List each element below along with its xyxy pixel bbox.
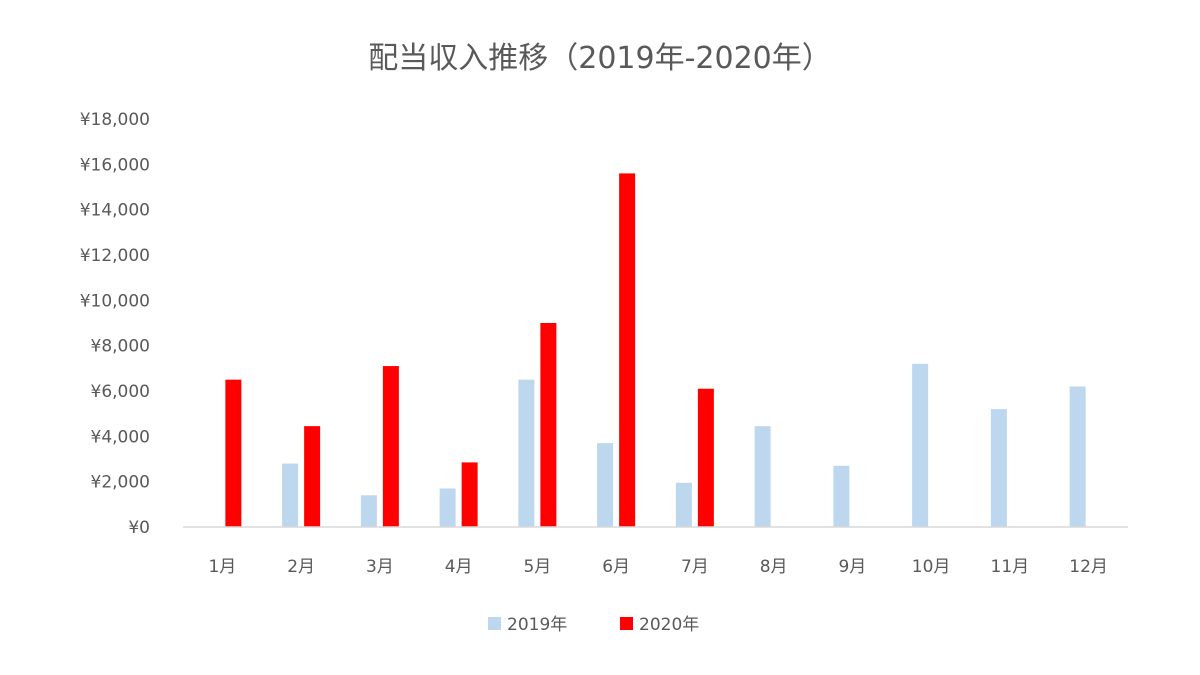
x-tick-label: 8月 xyxy=(760,557,788,577)
bar-series-2-3 xyxy=(382,366,399,527)
chart-title: 配当収入推移（2019年-2020年） xyxy=(368,41,832,76)
bar-series-1-8 xyxy=(754,426,771,527)
x-tick-label: 6月 xyxy=(602,557,630,577)
y-tick-label: ¥16,000 xyxy=(80,155,150,175)
y-axis-ticks: ¥0 ¥2,000 ¥4,000 ¥6,000 ¥8,000 ¥10,000 ¥12,000… xyxy=(80,110,150,538)
bar-series-1-7 xyxy=(675,482,692,527)
bar-series xyxy=(225,173,1086,527)
legend: 2019年 2020年 xyxy=(488,615,699,635)
bar-series-2-2 xyxy=(304,426,321,527)
bar-series-2-1 xyxy=(225,379,242,527)
y-tick-label: ¥12,000 xyxy=(80,246,150,266)
y-tick-label: ¥2,000 xyxy=(91,473,150,493)
bar-series-1-12 xyxy=(1069,386,1086,527)
bar-series-2-4 xyxy=(461,462,478,527)
legend-swatch xyxy=(620,617,633,630)
y-tick-label: ¥8,000 xyxy=(91,337,150,357)
bar-series-1-3 xyxy=(360,495,377,527)
x-tick-label: 5月 xyxy=(523,557,551,577)
x-tick-label: 1月 xyxy=(208,557,236,577)
bar-series-1-10 xyxy=(912,363,929,527)
bar-series-1-6 xyxy=(597,443,614,527)
bar-series-1-5 xyxy=(518,379,535,527)
x-tick-label: 12月 xyxy=(1069,557,1108,577)
y-tick-label: ¥18,000 xyxy=(80,110,150,130)
y-tick-label: ¥6,000 xyxy=(91,382,150,402)
x-tick-label: 7月 xyxy=(681,557,709,577)
bar-series-1-9 xyxy=(833,465,850,527)
y-tick-label: ¥4,000 xyxy=(91,427,150,447)
y-tick-label: ¥14,000 xyxy=(80,201,150,221)
y-tick-label: ¥0 xyxy=(128,518,150,538)
bar-series-1-2 xyxy=(282,463,299,527)
x-tick-label: 9月 xyxy=(838,557,866,577)
x-tick-label: 2月 xyxy=(287,557,315,577)
x-axis-ticks: 1月 2月 3月 4月 5月 6月 7月 8月 9月 10月 11月 12月 xyxy=(208,557,1107,577)
bar-series-2-5 xyxy=(540,323,557,527)
x-tick-label: 4月 xyxy=(445,557,473,577)
y-tick-label: ¥10,000 xyxy=(80,291,150,311)
bar-series-2-6 xyxy=(619,173,636,527)
x-tick-label: 11月 xyxy=(991,557,1030,577)
legend-swatch xyxy=(488,617,501,630)
legend-label: 2019年 xyxy=(507,615,567,635)
x-tick-label: 3月 xyxy=(366,557,394,577)
x-tick-label: 10月 xyxy=(912,557,951,577)
legend-label: 2020年 xyxy=(639,615,699,635)
bar-series-1-4 xyxy=(439,488,456,527)
bar-series-1-11 xyxy=(990,409,1007,527)
bar-series-2-7 xyxy=(697,388,714,527)
